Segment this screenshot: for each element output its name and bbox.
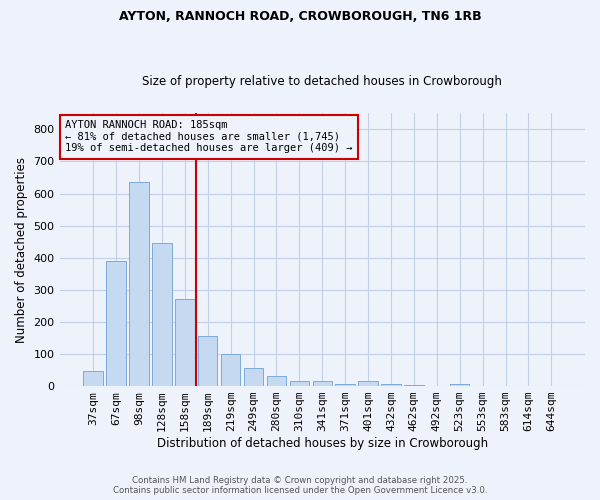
Bar — [335, 384, 355, 386]
Title: Size of property relative to detached houses in Crowborough: Size of property relative to detached ho… — [142, 76, 502, 88]
Text: AYTON, RANNOCH ROAD, CROWBOROUGH, TN6 1RB: AYTON, RANNOCH ROAD, CROWBOROUGH, TN6 1R… — [119, 10, 481, 23]
Bar — [221, 354, 241, 386]
Bar — [290, 380, 309, 386]
Text: AYTON RANNOCH ROAD: 185sqm
← 81% of detached houses are smaller (1,745)
19% of s: AYTON RANNOCH ROAD: 185sqm ← 81% of deta… — [65, 120, 352, 154]
Bar — [313, 382, 332, 386]
Y-axis label: Number of detached properties: Number of detached properties — [15, 156, 28, 342]
Bar — [175, 300, 194, 386]
Bar — [152, 244, 172, 386]
Bar — [381, 384, 401, 386]
Bar — [129, 182, 149, 386]
Bar — [198, 336, 217, 386]
Bar — [358, 382, 378, 386]
X-axis label: Distribution of detached houses by size in Crowborough: Distribution of detached houses by size … — [157, 437, 488, 450]
Bar — [106, 261, 126, 386]
Text: Contains HM Land Registry data © Crown copyright and database right 2025.
Contai: Contains HM Land Registry data © Crown c… — [113, 476, 487, 495]
Bar — [83, 371, 103, 386]
Bar — [404, 385, 424, 386]
Bar — [267, 376, 286, 386]
Bar — [450, 384, 469, 386]
Bar — [244, 368, 263, 386]
